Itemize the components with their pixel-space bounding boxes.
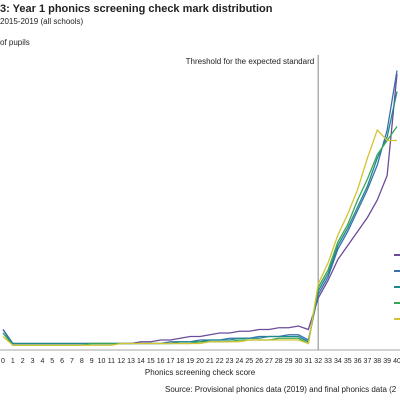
- series-line: [2, 70, 398, 345]
- x-tick-label: 23: [226, 358, 234, 365]
- chart-title: 3: Year 1 phonics screening check mark d…: [0, 3, 273, 15]
- x-tick-label: 15: [147, 358, 155, 365]
- x-tick-label: 17: [167, 358, 175, 365]
- x-axis-label: Phonics screening check score: [145, 368, 256, 377]
- x-tick-label: 39: [383, 358, 391, 365]
- x-tick-label: 27: [265, 358, 273, 365]
- x-tick-label: 26: [255, 358, 263, 365]
- y-axis-label: of pupils: [0, 38, 30, 47]
- x-tick-label: 24: [236, 358, 244, 365]
- x-tick-label: 36: [354, 358, 362, 365]
- x-tick-label: 13: [127, 358, 135, 365]
- x-tick-label: 16: [157, 358, 165, 365]
- x-tick-label: 29: [285, 358, 293, 365]
- x-tick-label: 4: [40, 358, 44, 365]
- annotation: Threshold for the expected standard: [186, 57, 315, 66]
- chart-subtitle: 2015-2019 (all schools): [0, 17, 83, 26]
- x-tick-label: 8: [80, 358, 84, 365]
- x-tick-label: 9: [90, 358, 94, 365]
- x-tick-label: 14: [137, 358, 145, 365]
- x-tick-label: 31: [304, 358, 312, 365]
- x-tick-label: 38: [373, 358, 381, 365]
- x-tick-label: 33: [324, 358, 332, 365]
- series-line: [2, 128, 397, 346]
- x-tick-label: 21: [206, 358, 214, 365]
- x-tick-label: 2: [21, 358, 25, 365]
- x-tick-label: 22: [216, 358, 224, 365]
- x-tick-label: 40: [393, 358, 400, 365]
- series-line: [2, 91, 398, 345]
- x-tick-label: 1: [11, 358, 15, 365]
- x-tick-label: 18: [176, 358, 184, 365]
- x-tick-label: 20: [196, 358, 204, 365]
- x-tick-label: 25: [245, 358, 253, 365]
- x-tick-label: 34: [334, 358, 342, 365]
- x-tick-label: 37: [364, 358, 372, 365]
- x-tick-label: 19: [186, 358, 194, 365]
- x-tick-label: 12: [117, 358, 125, 365]
- x-tick-label: 3: [31, 358, 35, 365]
- x-tick-label: 7: [70, 358, 74, 365]
- x-tick-label: 6: [60, 358, 64, 365]
- source: Source: Provisional phonics data (2019) …: [165, 385, 397, 394]
- x-tick-label: 0: [1, 358, 5, 365]
- x-tick-label: 30: [295, 358, 303, 365]
- x-tick-label: 10: [98, 358, 106, 365]
- series-line: [2, 73, 398, 345]
- x-tick-label: 32: [314, 358, 322, 365]
- x-tick-label: 28: [275, 358, 283, 365]
- x-tick-label: 5: [50, 358, 54, 365]
- x-tick-label: 11: [108, 358, 115, 365]
- x-tick-label: 35: [344, 358, 352, 365]
